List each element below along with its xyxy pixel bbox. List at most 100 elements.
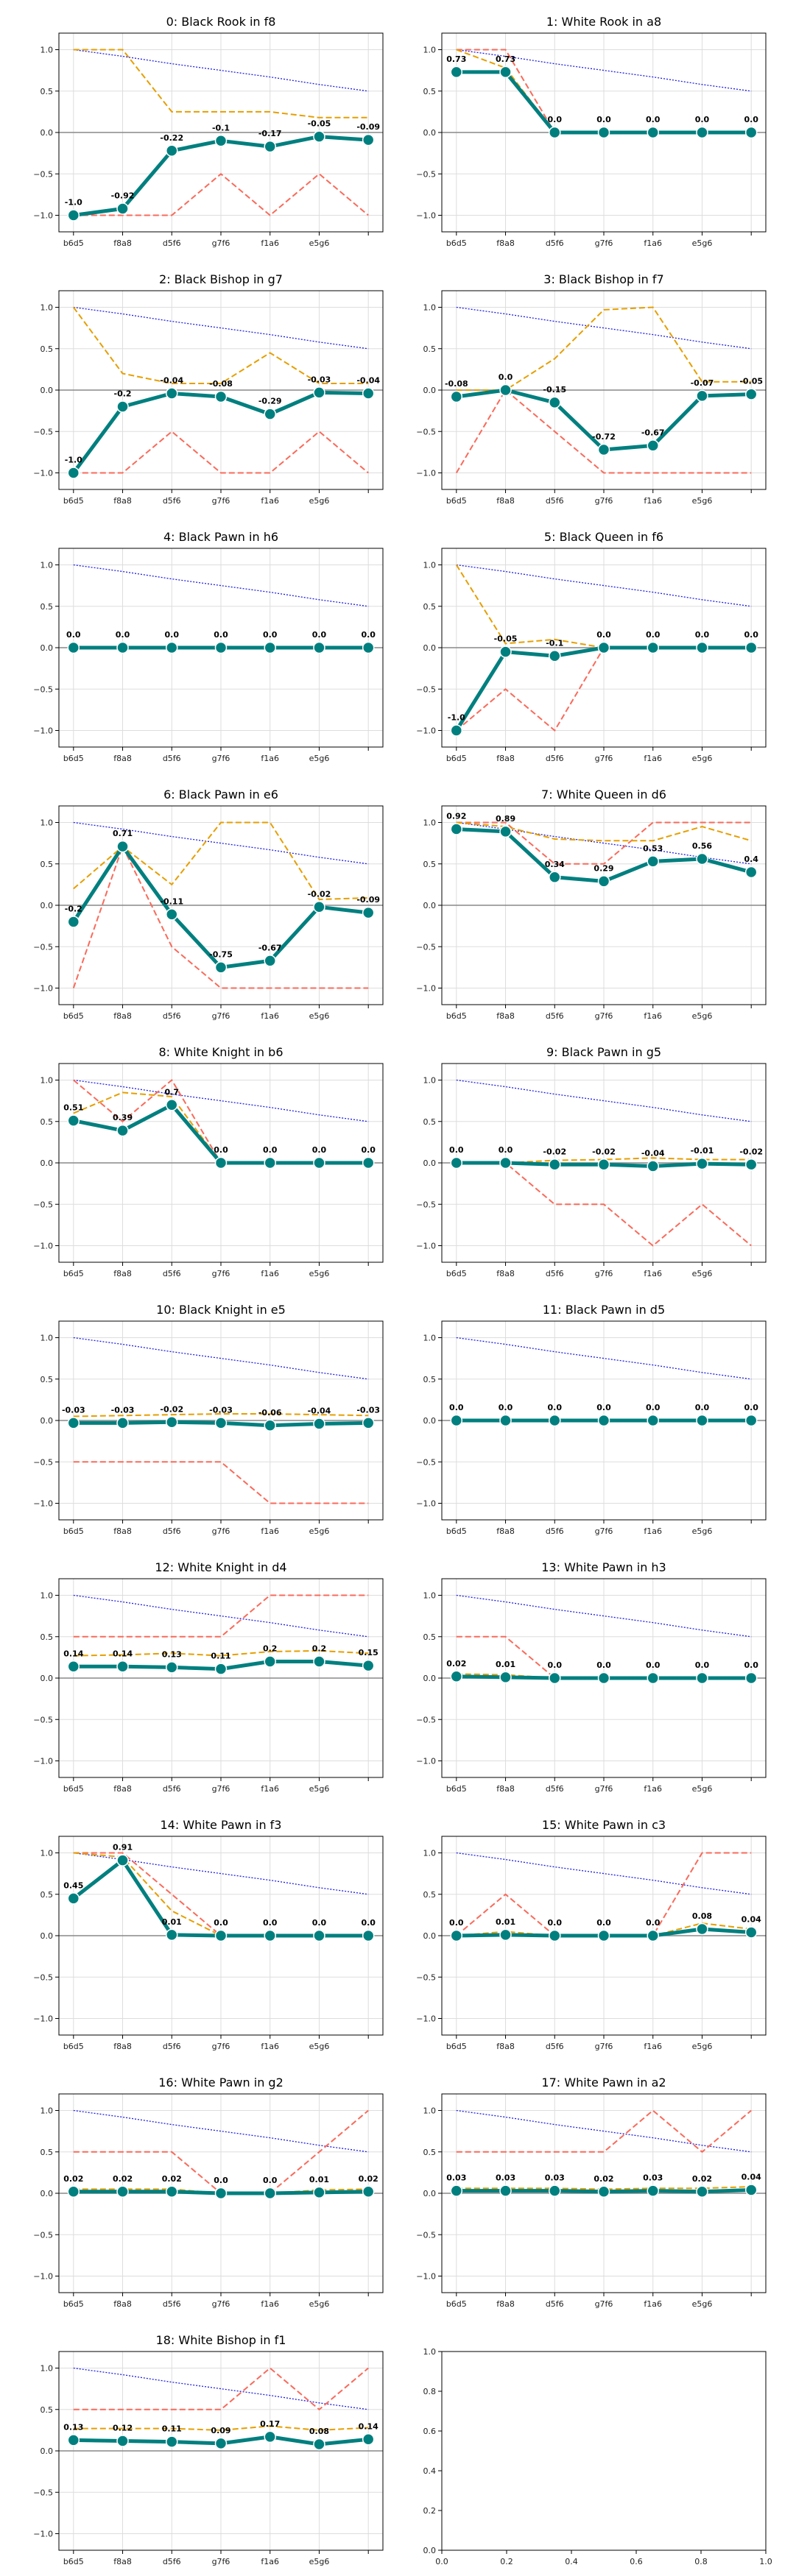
- data-label: 0.0: [449, 1403, 464, 1412]
- data-label: -0.22: [160, 133, 183, 143]
- data-label: 0.53: [643, 843, 663, 853]
- x-tick-label: e5g6: [309, 1269, 330, 1278]
- data-label: -0.04: [308, 1406, 331, 1416]
- x-tick-label: b6d5: [63, 754, 84, 763]
- data-label: 0.02: [113, 2174, 133, 2184]
- data-label: 0.0: [548, 1403, 563, 1412]
- x-tick-label: b6d5: [446, 1011, 467, 1021]
- series-line-3: [456, 1079, 752, 1122]
- data-point: [214, 1929, 228, 1942]
- data-point: [214, 1156, 228, 1170]
- y-tick-label: 1.0: [423, 561, 437, 570]
- x-tick-label: b6d5: [63, 1784, 84, 1794]
- x-tick-label: d5f6: [163, 1784, 181, 1794]
- x-tick-label: f8a8: [496, 1784, 515, 1794]
- data-point: [696, 2185, 708, 2198]
- x-tick-label: e5g6: [692, 1784, 713, 1794]
- data-point: [313, 2186, 325, 2199]
- data-label: -0.1: [546, 638, 563, 648]
- data-label: 0.0: [263, 1145, 278, 1155]
- x-tick-label: g7f6: [595, 754, 613, 763]
- data-point: [450, 1929, 463, 1942]
- y-tick-label: −0.5: [33, 2230, 53, 2240]
- y-tick-label: 0.5: [40, 602, 54, 612]
- x-tick-label: e5g6: [692, 496, 713, 506]
- data-label: 0.51: [63, 1103, 83, 1113]
- y-tick-label: −0.5: [33, 1972, 53, 1982]
- data-label: 0.0: [165, 630, 180, 640]
- x-tick-label: b6d5: [446, 496, 467, 506]
- y-tick-label: 1.0: [40, 303, 54, 313]
- subplot-7: 7: White Queen in d6 1.0 0.5 0.0 −0.5 −1.0 b6d…: [416, 788, 767, 1021]
- data-label: 0.0: [596, 1660, 611, 1670]
- data-label: 0.11: [162, 2424, 182, 2434]
- subplot-12: 12: White Knight in d4 1.0 0.5 0.0 −0.5 −1.0 b…: [33, 1560, 384, 1794]
- x-tick-label: f8a8: [113, 1784, 132, 1794]
- subplot-13: 13: White Pawn in h3 1.0 0.5 0.0 −0.5 −1.0 b6d…: [416, 1560, 767, 1794]
- data-point: [116, 1417, 129, 1429]
- x-tick-label: b6d5: [446, 238, 467, 248]
- data-point: [696, 126, 708, 139]
- data-point: [214, 641, 228, 654]
- x-tick-label: f1a6: [261, 754, 279, 763]
- data-point: [499, 1671, 512, 1684]
- series-line-1: [73, 2425, 369, 2431]
- y-tick-label: −0.5: [416, 1715, 436, 1724]
- data-point: [214, 1417, 228, 1429]
- data-point: [362, 641, 375, 654]
- data-label: 0.92: [446, 812, 466, 821]
- x-tick-label: g7f6: [212, 1526, 230, 1536]
- data-label: -0.04: [160, 376, 183, 386]
- y-tick-label: 0.5: [40, 344, 54, 354]
- y-tick-label: −0.5: [33, 1715, 53, 1724]
- data-label: 0.13: [63, 2422, 83, 2432]
- y-tick-label: 0.0: [423, 643, 437, 653]
- y-tick-label: 0.5: [423, 602, 437, 612]
- y-tick-label: 0.0: [40, 386, 54, 395]
- data-point: [313, 1418, 325, 1430]
- series-line-3: [73, 1594, 369, 1638]
- data-label: -0.08: [209, 379, 233, 389]
- data-label: 0.0: [548, 115, 563, 124]
- x-tick-label: e5g6: [692, 238, 713, 248]
- y-tick-label: −1.0: [416, 469, 436, 478]
- x-tick-label: f8a8: [496, 2299, 515, 2309]
- data-point: [597, 641, 610, 654]
- data-label: 0.03: [446, 2173, 466, 2183]
- data-label: -0.05: [739, 377, 763, 386]
- y-tick-label: −1.0: [33, 1757, 53, 1766]
- series-line-3: [73, 564, 369, 607]
- data-label: 0.0: [214, 630, 228, 640]
- subplot-title: 5: Black Queen in f6: [544, 530, 663, 544]
- subplot-0: 0: Black Rook in f8 1.0 0.5 0.0 −0.5 −1.0 b6d5…: [33, 15, 384, 248]
- data-point: [116, 202, 129, 215]
- y-tick-label: −1.0: [33, 1242, 53, 1251]
- data-label: 0.73: [446, 54, 466, 64]
- x-tick-label: f8a8: [113, 2557, 132, 2566]
- data-label: -0.29: [258, 397, 282, 406]
- y-tick-label: −0.5: [33, 1457, 53, 1467]
- y-tick-label: −1.0: [416, 1757, 436, 1766]
- x-tick-label: b6d5: [63, 1526, 84, 1536]
- data-label: 0.4: [744, 854, 758, 864]
- data-label: 0.0: [596, 1403, 611, 1412]
- data-point: [362, 906, 375, 919]
- x-tick-label: g7f6: [595, 1526, 613, 1536]
- data-point: [696, 852, 708, 866]
- y-tick-label: 0.5: [40, 2148, 54, 2157]
- x-tick-label: b6d5: [63, 2557, 84, 2566]
- data-point: [116, 840, 129, 853]
- data-point: [597, 1414, 610, 1427]
- y-tick-label: 1.0: [423, 1849, 437, 1858]
- data-label: -0.03: [356, 1405, 380, 1415]
- x-tick-label: d5f6: [163, 2557, 181, 2566]
- y-tick-label: 0.0: [40, 1416, 54, 1426]
- x-tick-label: e5g6: [692, 2299, 713, 2309]
- y-tick-label: 1.0: [40, 561, 54, 570]
- series-line-3: [73, 49, 369, 92]
- data-label: 0.09: [211, 2426, 230, 2435]
- subplot-title: 15: White Pawn in c3: [542, 1818, 666, 1832]
- x-tick-label: f8a8: [496, 238, 515, 248]
- x-tick-label: f1a6: [261, 2299, 279, 2309]
- y-tick-label: 1.0: [423, 46, 437, 55]
